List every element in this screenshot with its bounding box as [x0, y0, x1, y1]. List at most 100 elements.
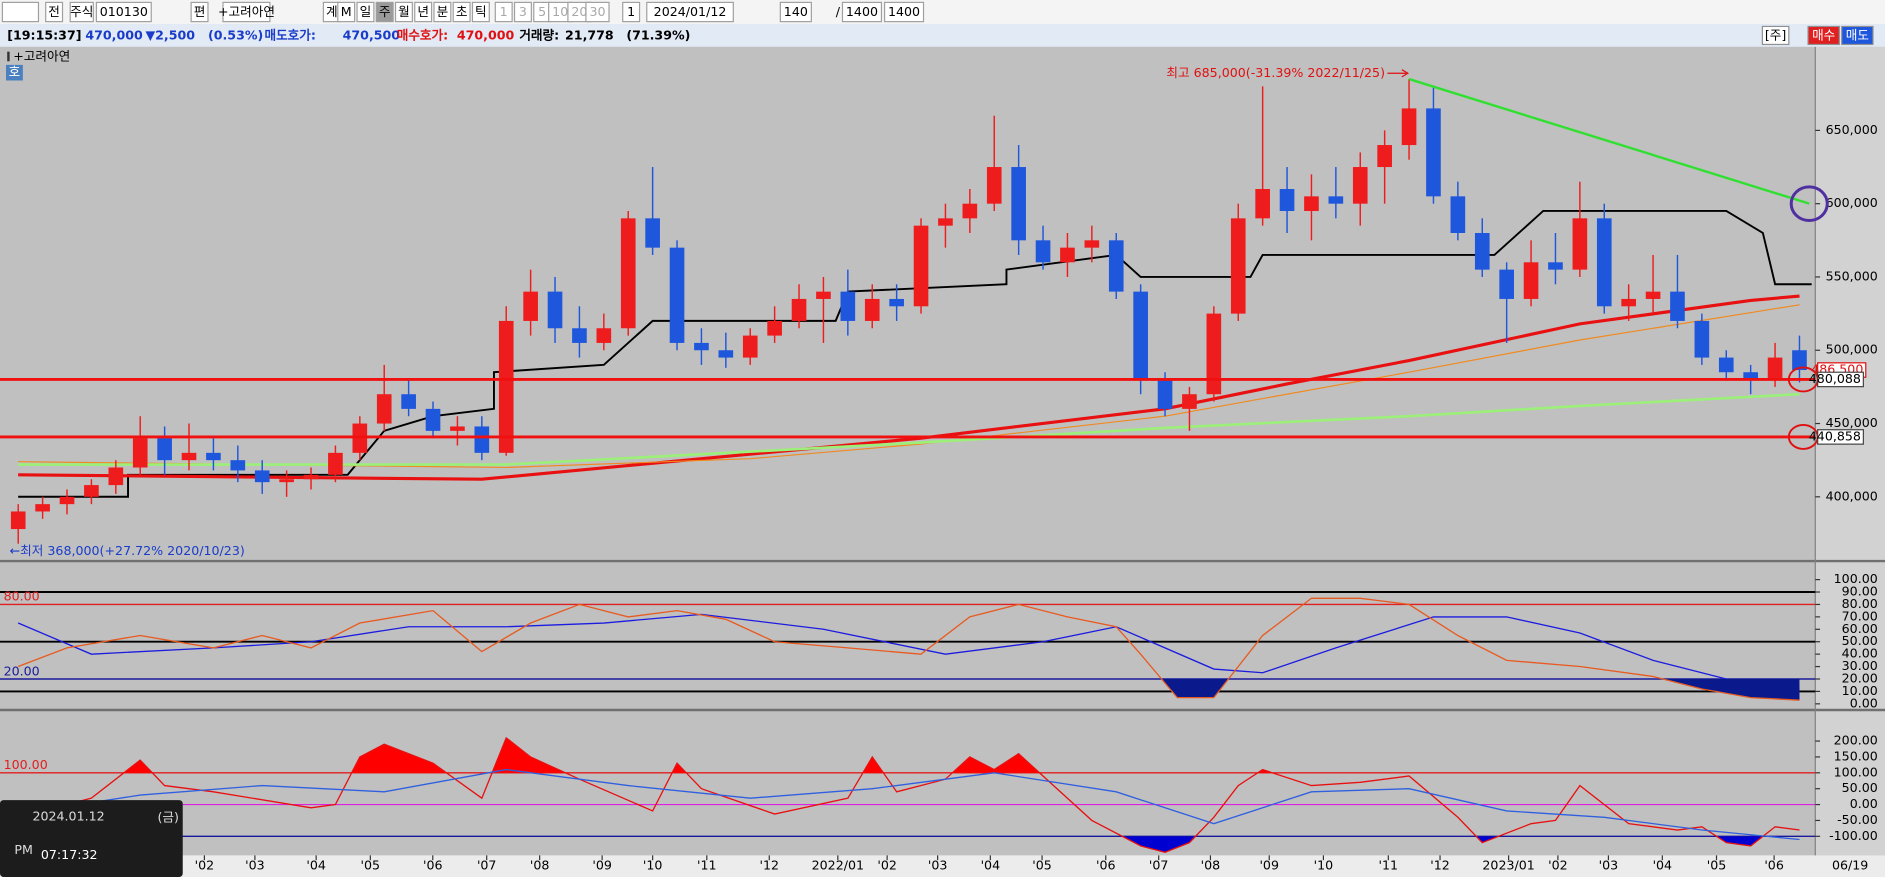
toolbar-label[interactable]: 010130 [100, 4, 148, 19]
toolbar-button[interactable] [646, 1, 734, 23]
x-tick-label: '06 [423, 858, 443, 873]
toolbar-label[interactable]: 틱 [475, 4, 487, 19]
candle-body [1645, 291, 1661, 299]
candle-body [1352, 167, 1368, 204]
x-tick-label: '04 [306, 858, 326, 873]
candle-body [84, 485, 99, 497]
candle-body [694, 342, 709, 351]
toolbar-label[interactable]: 1400 [846, 4, 878, 19]
x-tick-label: '05 [1032, 858, 1052, 873]
side-button[interactable] [1761, 25, 1790, 46]
x-tick-label: 2023/01 [1482, 858, 1534, 873]
x-tick-label: '05 [361, 858, 381, 873]
side-button-label[interactable]: 매도 [1846, 28, 1869, 43]
y-tick-label: 10.00 [1842, 683, 1878, 698]
chart-title: +고려아연 [13, 49, 70, 64]
toolbar-button[interactable] [394, 1, 413, 23]
x-tick-label: '03 [1599, 858, 1619, 873]
toolbar-button[interactable] [356, 1, 375, 23]
y-tick-label: 50.00 [1842, 780, 1878, 795]
side-button-label[interactable]: [주] [1765, 28, 1786, 43]
clock-bg [0, 800, 183, 877]
indicator-line [17, 613, 1800, 690]
candle-body [132, 438, 148, 468]
y-tick-label: 60.00 [1842, 621, 1878, 636]
toolbar-label[interactable]: 2024/01/12 [654, 4, 727, 19]
candle-body [10, 511, 26, 530]
candle-body [864, 298, 880, 321]
clock-time: 07:17:32 [41, 847, 98, 862]
toolbar-label[interactable]: 계 [326, 4, 338, 19]
toolbar-label[interactable]: 20 [571, 4, 587, 19]
candle-body [962, 203, 978, 219]
y-tick-label: 450,000 [1826, 415, 1878, 430]
toolbar-button[interactable] [337, 1, 356, 23]
toolbar-label[interactable]: 3 [519, 4, 527, 19]
x-tick-label: '04 [1653, 858, 1673, 873]
toolbar-button[interactable] [494, 1, 513, 23]
candle-body [1426, 108, 1441, 197]
candle-body [1377, 145, 1392, 168]
toolbar-button[interactable] [222, 1, 271, 23]
toolbar-button[interactable] [883, 1, 925, 23]
toolbar-label[interactable]: 주식 [70, 4, 93, 19]
annotation-arrowhead [1401, 69, 1410, 78]
toolbar-button[interactable] [513, 1, 532, 23]
side-button[interactable] [1841, 25, 1874, 46]
candle-body [547, 291, 563, 329]
toolbar-button[interactable] [69, 1, 94, 23]
x-tick-label: '02 [195, 858, 215, 873]
y-tick-label: 90.00 [1842, 584, 1878, 599]
candle-body [913, 225, 929, 307]
toolbar-button[interactable] [95, 1, 152, 23]
toolbar-label[interactable]: 일 [360, 4, 372, 19]
toolbar-button[interactable] [433, 1, 452, 23]
toolbar-button[interactable] [45, 1, 64, 23]
toolbar-label[interactable]: 주 [379, 4, 391, 19]
toolbar-label[interactable]: 전 [48, 4, 60, 19]
toolbar-label[interactable]: 1 [627, 4, 635, 19]
toolbar-label[interactable]: 분 [437, 4, 449, 19]
y-tick-label: 30.00 [1842, 658, 1878, 673]
toolbar-label[interactable]: 30 [589, 4, 605, 19]
candle-body [572, 328, 587, 343]
toolbar-button[interactable] [414, 1, 433, 23]
toolbar-button[interactable] [471, 1, 490, 23]
toolbar-button[interactable] [375, 1, 394, 23]
candle-body [498, 320, 514, 453]
toolbar-button[interactable] [622, 1, 641, 23]
candle-body [1474, 232, 1490, 270]
x-tick-label: '09 [1259, 858, 1279, 873]
x-tick-label: '07 [477, 858, 497, 873]
candle-body [620, 218, 636, 329]
toolbar-label[interactable]: 월 [398, 4, 410, 19]
toolbar-label[interactable]: 년 [417, 4, 429, 19]
toolbar-button[interactable] [452, 1, 471, 23]
candle-body [1255, 189, 1270, 219]
side-button-label[interactable]: 매수 [1812, 28, 1835, 43]
toolbar-label[interactable]: 초 [456, 4, 468, 19]
side-button[interactable] [1807, 25, 1840, 46]
candle-body [279, 479, 294, 483]
toolbar-button[interactable] [841, 1, 883, 23]
toolbar-label[interactable]: 편 [194, 4, 206, 19]
toolbar-label[interactable]: 1 [500, 4, 508, 19]
toolbar-label[interactable]: M [341, 4, 352, 19]
toolbar-label[interactable]: 140 [784, 4, 808, 19]
toolbar-button[interactable] [585, 1, 610, 23]
toolbar-label[interactable]: 5 [538, 4, 546, 19]
toolbar-button[interactable] [190, 1, 209, 23]
toolbar-button[interactable] [779, 1, 812, 23]
toolbar-label[interactable]: +고려아연 [218, 4, 275, 19]
toolbar-label[interactable]: 1400 [888, 4, 920, 19]
candle-body [1133, 291, 1148, 380]
trendline [1408, 77, 1810, 205]
nav-buttons[interactable] [1, 1, 40, 23]
candle-body [1694, 320, 1710, 358]
x-tick-label: '11 [697, 858, 717, 873]
toolbar-label[interactable]: / [836, 4, 841, 19]
candle-body [645, 218, 660, 248]
toolbar-label[interactable]: 10 [552, 4, 568, 19]
moving-average [18, 304, 1800, 469]
candle-body [328, 452, 343, 475]
